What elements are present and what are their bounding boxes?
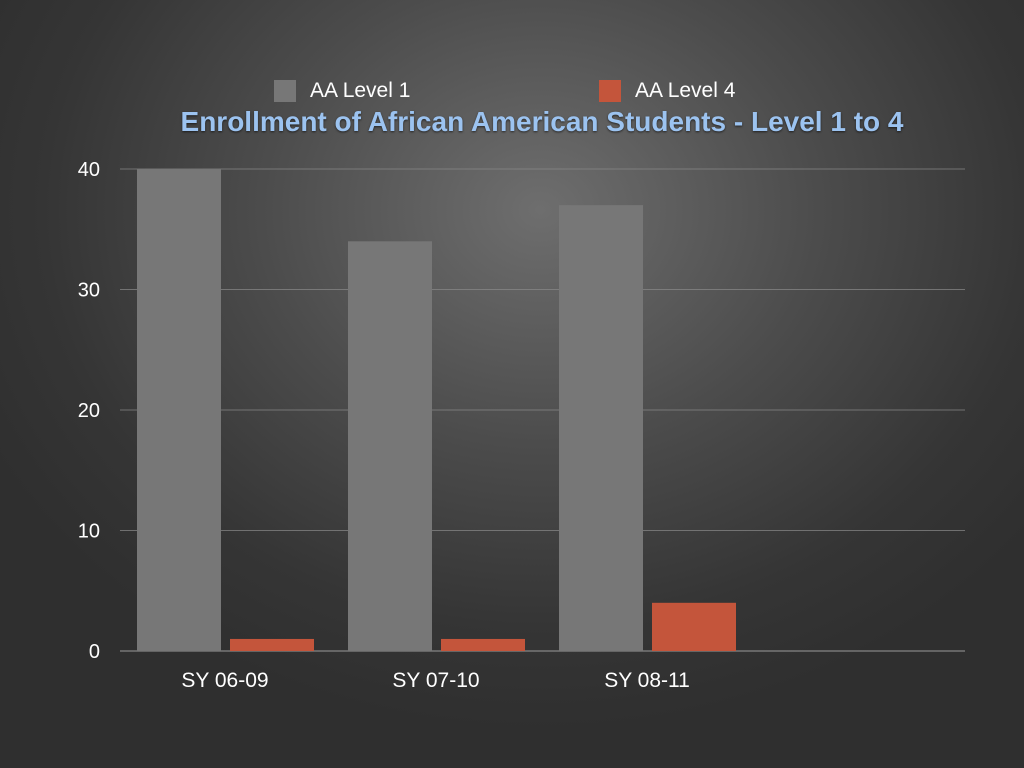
- bar-layer: [137, 169, 736, 652]
- bar: [137, 169, 221, 651]
- bar: [441, 638, 525, 651]
- bar: [230, 638, 314, 651]
- bar: [348, 241, 432, 652]
- x-tick-label: SY 08-11: [604, 669, 690, 692]
- legend-swatch-aa-level-4: [599, 80, 621, 102]
- y-tick-label: 30: [78, 280, 100, 302]
- chart-title: Enrollment of African American Students …: [180, 106, 904, 137]
- legend-label-aa-level-4: AA Level 4: [635, 79, 736, 102]
- axis-layer: 0 10 20 30 40 SY 06-09 SY 07-10 SY 08-11: [78, 159, 690, 692]
- x-tick-label: SY 06-09: [181, 669, 268, 692]
- legend-item-aa-level-1: AA Level 1: [274, 78, 410, 104]
- bar: [559, 205, 643, 651]
- y-tick-label: 20: [78, 400, 100, 422]
- bar: [652, 602, 736, 651]
- legend-label-aa-level-1: AA Level 1: [310, 79, 411, 102]
- legend: AA Level 1 AA Level 4: [0, 78, 1024, 104]
- grid-layer: [120, 168, 965, 652]
- y-tick-label: 0: [89, 641, 100, 663]
- y-tick-label: 40: [78, 159, 100, 181]
- y-tick-label: 10: [78, 521, 100, 543]
- legend-swatch-aa-level-1: [274, 80, 296, 102]
- x-tick-label: SY 07-10: [392, 669, 479, 692]
- legend-item-aa-level-4: AA Level 4: [599, 78, 735, 104]
